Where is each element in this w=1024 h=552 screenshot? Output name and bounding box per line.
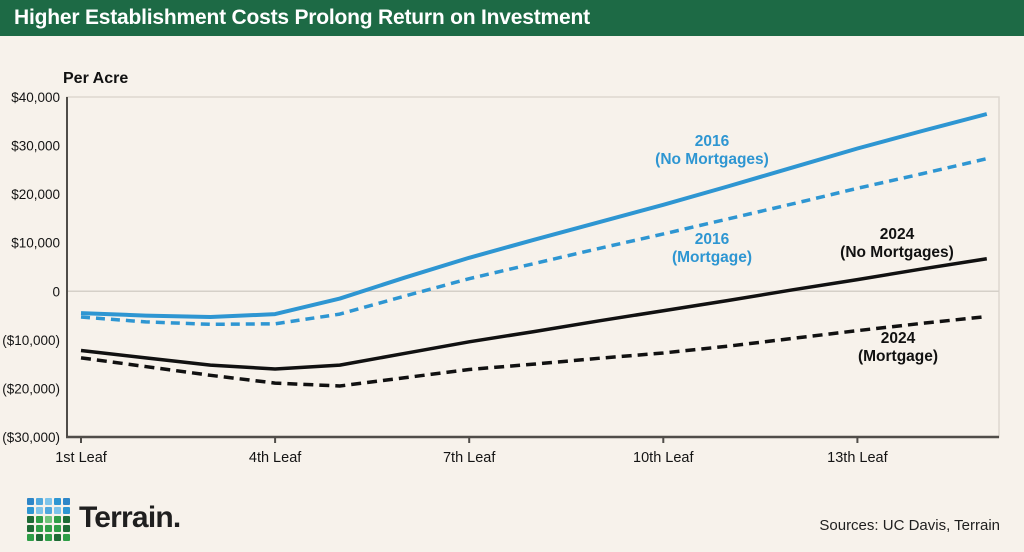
page-title: Higher Establishment Costs Prolong Retur… xyxy=(14,6,590,29)
x-tick-label: 7th Leaf xyxy=(443,450,496,466)
x-tick-label: 13th Leaf xyxy=(827,450,888,466)
logo-square xyxy=(63,516,70,523)
x-tick-label: 4th Leaf xyxy=(249,450,302,466)
terrain-logo-icon xyxy=(27,498,70,541)
logo-square xyxy=(36,525,43,532)
logo-square xyxy=(54,534,61,541)
y-tick-label: $40,000 xyxy=(11,90,60,105)
logo-square xyxy=(36,498,43,505)
logo-square xyxy=(54,525,61,532)
sources-note: Sources: UC Davis, Terrain xyxy=(819,517,1000,534)
y-tick-label: ($20,000) xyxy=(2,381,60,396)
logo-square xyxy=(27,507,34,514)
y-tick-label: $10,000 xyxy=(11,236,60,251)
logo-square xyxy=(36,516,43,523)
logo-square xyxy=(45,525,52,532)
logo-square xyxy=(45,516,52,523)
logo-square xyxy=(63,534,70,541)
logo-square xyxy=(45,498,52,505)
logo-square xyxy=(45,507,52,514)
logo-square xyxy=(54,516,61,523)
logo-square xyxy=(27,498,34,505)
y-tick-label: ($10,000) xyxy=(2,333,60,348)
y-tick-label: ($30,000) xyxy=(2,430,60,445)
header-bar: Higher Establishment Costs Prolong Retur… xyxy=(0,0,1024,36)
line-2024-mortgage xyxy=(80,314,987,388)
logo-square xyxy=(63,498,70,505)
logo-square xyxy=(54,507,61,514)
logo-square xyxy=(27,534,34,541)
line-2016-mortgage xyxy=(80,156,988,327)
x-tick-label: 1st Leaf xyxy=(55,450,108,466)
line-2024-no-mortgages xyxy=(80,257,988,371)
y-axis-title: Per Acre xyxy=(63,70,129,87)
y-tick-label: $30,000 xyxy=(11,139,60,154)
logo-square xyxy=(63,525,70,532)
logo-square xyxy=(45,534,52,541)
logo-square xyxy=(36,534,43,541)
line-2016-no-mortgages xyxy=(80,112,988,320)
logo-square xyxy=(63,507,70,514)
x-tick-label: 10th Leaf xyxy=(633,450,694,466)
logo-square xyxy=(54,498,61,505)
logo-square xyxy=(27,525,34,532)
brand-name: Terrain. xyxy=(79,501,181,534)
y-tick-label: 0 xyxy=(52,284,60,299)
logo-square xyxy=(36,507,43,514)
logo-square xyxy=(27,516,34,523)
y-tick-label: $20,000 xyxy=(11,187,60,202)
